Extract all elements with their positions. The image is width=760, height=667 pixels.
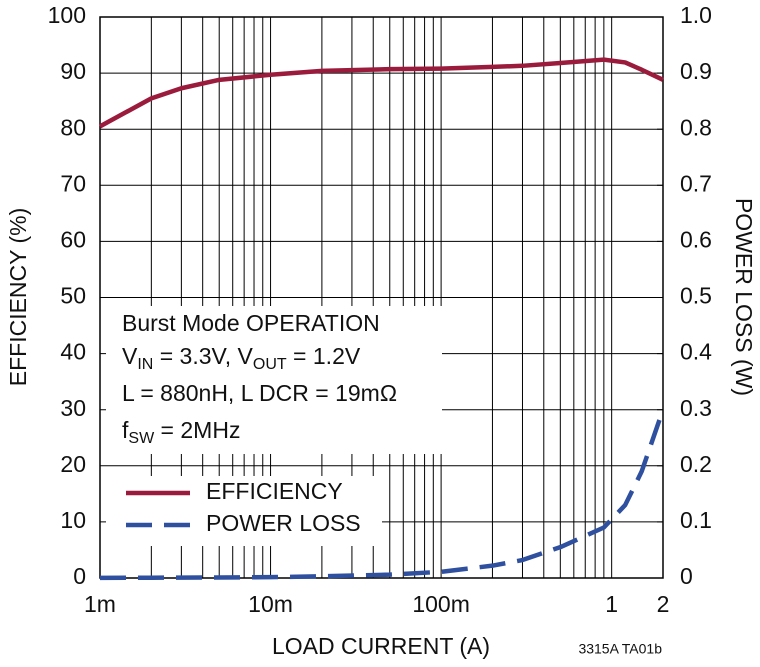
x-axis-label: LOAD CURRENT (A)	[272, 633, 490, 659]
legend-label: EFFICIENCY	[206, 478, 343, 504]
series-line	[99, 408, 666, 581]
y-tick-label: 100	[48, 2, 86, 28]
x-tick-label: 100m	[412, 591, 470, 617]
y2-tick-label: 0.9	[680, 58, 712, 84]
annotation-text: f	[122, 417, 129, 443]
x-tick-label: 10m	[248, 591, 293, 617]
y-tick-label: 30	[60, 395, 86, 421]
y2-tick-label: 0.1	[680, 507, 712, 533]
annotation-text: L = 880nH, L DCR = 19mΩ	[122, 380, 397, 406]
x-tick-label: 1m	[84, 591, 116, 617]
y2-tick-label: 0	[680, 563, 693, 589]
y-tick-label: 50	[60, 283, 86, 309]
y-tick-label: 0	[73, 563, 86, 589]
annotation-text: = 1.2V	[287, 343, 361, 369]
y2-tick-label: 1.0	[680, 2, 712, 28]
y2-tick-label: 0.5	[680, 283, 712, 309]
x-tick-label: 1	[605, 591, 618, 617]
y2-tick-label: 0.6	[680, 226, 712, 252]
annotation-text: Burst Mode OPERATION	[122, 310, 380, 336]
y2-tick-label: 0.7	[680, 170, 712, 196]
x-tick-label: 2	[657, 591, 670, 617]
y2-tick-label: 0.2	[680, 451, 712, 477]
y2-tick-label: 0.3	[680, 395, 712, 421]
y2-tick-label: 0.8	[680, 114, 712, 140]
annotation-text: IN	[137, 356, 153, 373]
annotation-line: VIN = 3.3V, VOUT = 1.2V	[122, 343, 361, 373]
annotation-line: fSW = 2MHz	[122, 417, 240, 447]
y2-tick-label: 0.4	[680, 339, 712, 365]
y-axis-label: EFFICIENCY (%)	[5, 208, 31, 386]
y-tick-label: 80	[60, 114, 86, 140]
legend-box	[106, 476, 382, 546]
y2-axis-label: POWER LOSS (W)	[731, 198, 757, 396]
y-tick-label: 60	[60, 226, 86, 252]
annotation-line: Burst Mode OPERATION	[122, 310, 380, 336]
annotation-text: SW	[128, 430, 155, 447]
series-line	[98, 57, 664, 129]
y-tick-label: 90	[60, 58, 86, 84]
annotation-text: = 2MHz	[154, 417, 240, 443]
y-tick-label: 40	[60, 339, 86, 365]
annotation-text: OUT	[253, 356, 287, 373]
y-tick-label: 20	[60, 451, 86, 477]
annotation-line: L = 880nH, L DCR = 19mΩ	[122, 380, 397, 406]
annotation-box	[106, 306, 442, 454]
annotation-text: V	[122, 343, 138, 369]
y-tick-label: 10	[60, 507, 86, 533]
legend-label: POWER LOSS	[206, 510, 361, 536]
annotation-text: = 3.3V, V	[153, 343, 253, 369]
footnote: 3315A TA01b	[578, 641, 662, 657]
y-tick-label: 70	[60, 170, 86, 196]
